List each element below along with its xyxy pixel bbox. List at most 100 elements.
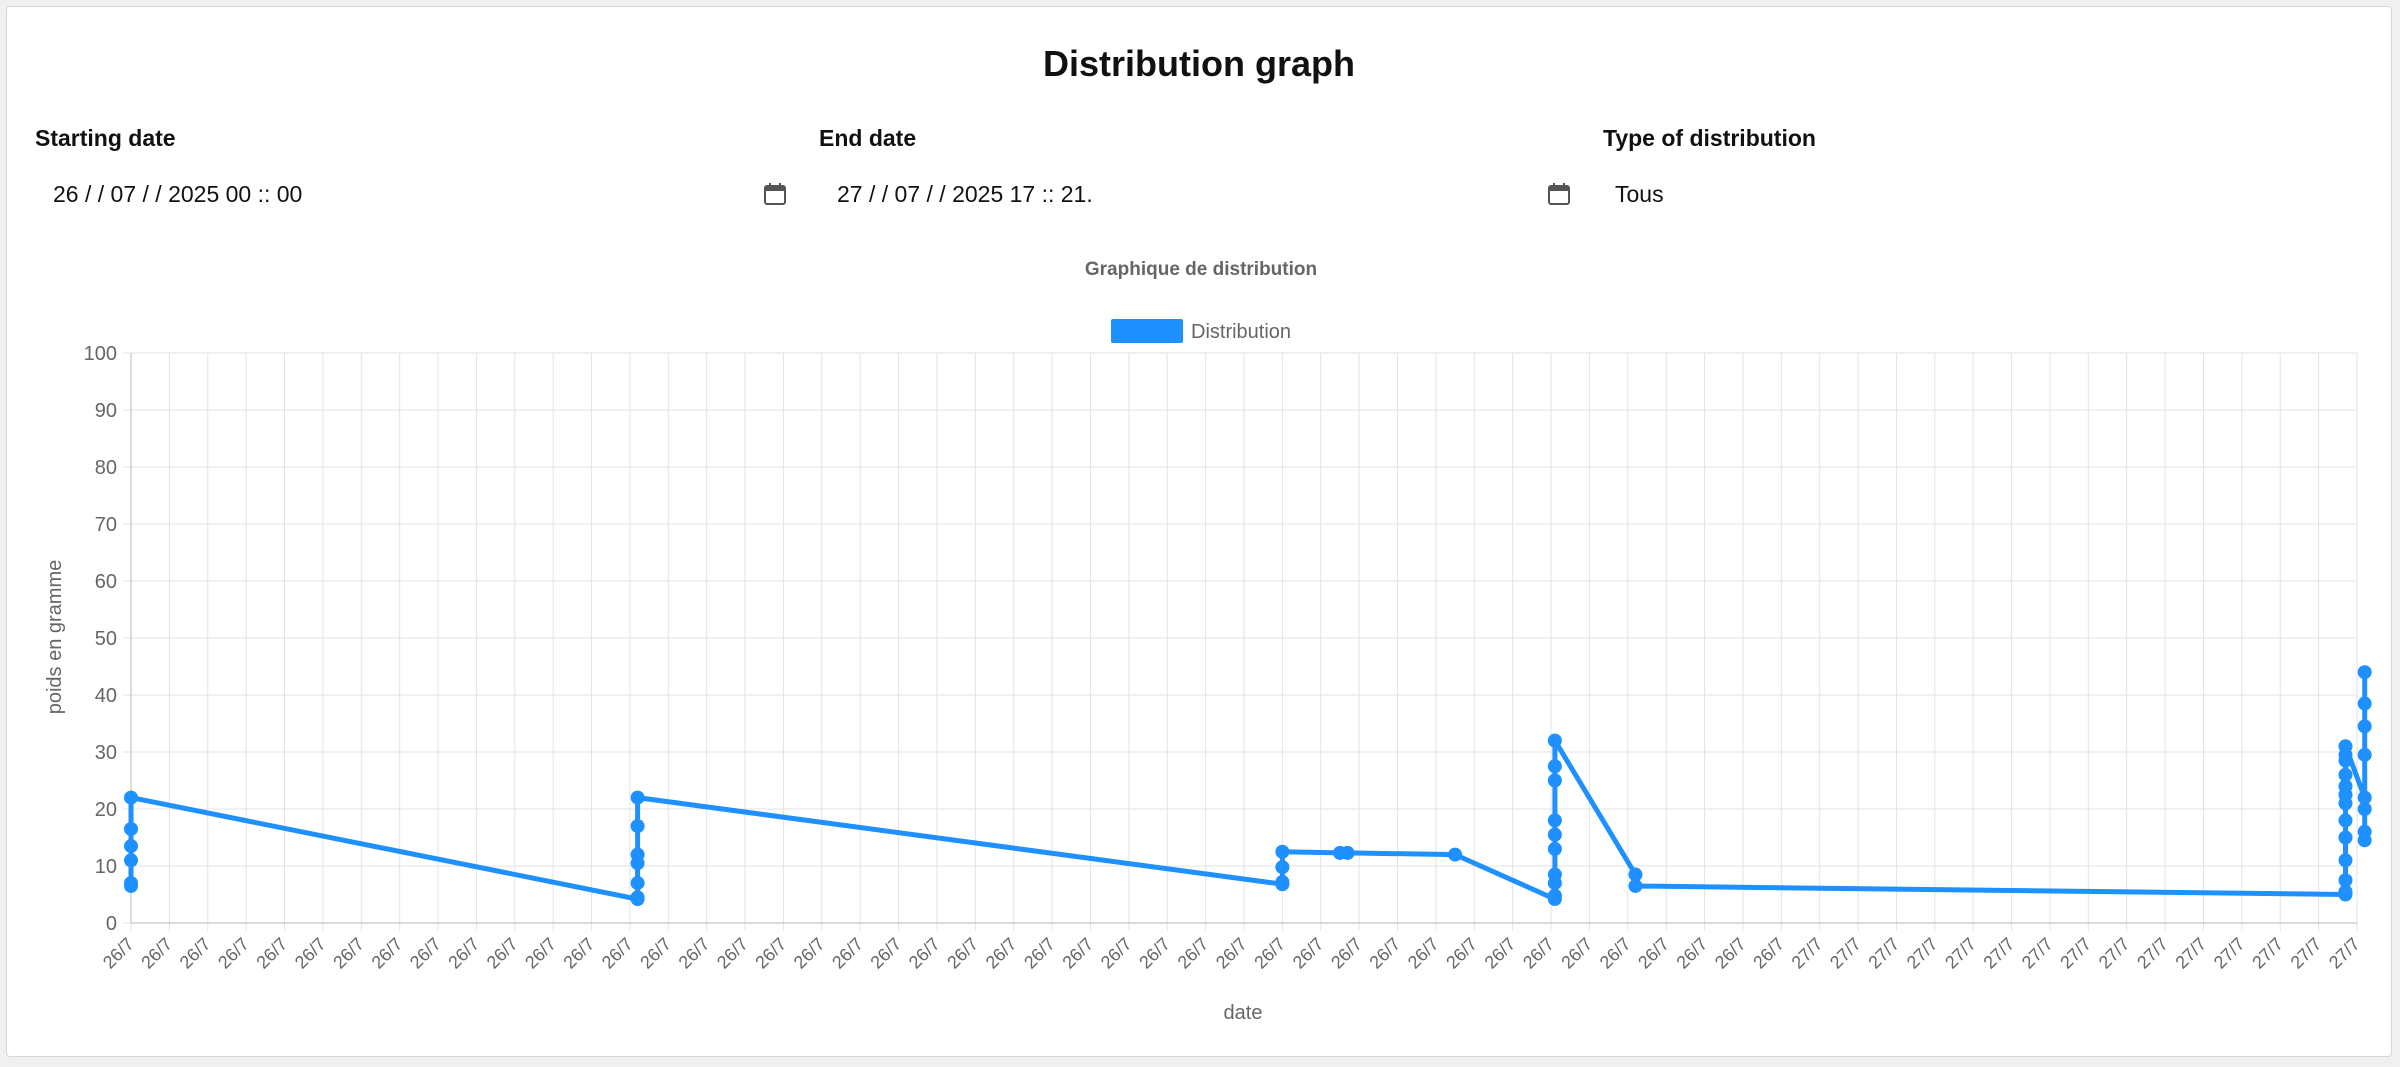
distribution-type-label: Type of distribution (1603, 125, 1816, 151)
x-tick-label: 27/7 (1903, 934, 1942, 973)
x-tick-label: 26/7 (713, 934, 752, 973)
data-point (2338, 739, 2353, 754)
x-tick-label: 27/7 (1979, 934, 2018, 973)
x-tick-label: 26/7 (521, 934, 560, 973)
data-point (2357, 696, 2372, 711)
x-tick-label: 26/7 (1327, 934, 1366, 973)
x-tick-label: 27/7 (2133, 934, 2172, 973)
x-tick-label: 26/7 (1711, 934, 1750, 973)
x-tick-label: 26/7 (559, 934, 598, 973)
x-tick-label: 26/7 (982, 934, 1021, 973)
x-tick-label: 27/7 (1864, 934, 1903, 973)
end-date-input[interactable]: 27 / / 07 / / 2025 17 :: 21. (819, 174, 1579, 214)
data-point (630, 847, 645, 862)
legend-swatch (1111, 319, 1183, 343)
x-tick-label: 26/7 (483, 934, 522, 973)
x-tick-label: 26/7 (214, 934, 253, 973)
x-tick-label: 26/7 (137, 934, 176, 973)
y-tick-label: 30 (95, 742, 117, 764)
x-tick-label: 27/7 (2056, 934, 2095, 973)
y-tick-label: 70 (95, 514, 117, 536)
data-point (630, 819, 645, 834)
x-tick-label: 26/7 (291, 934, 330, 973)
x-tick-label: 27/7 (2171, 934, 2210, 973)
calendar-icon[interactable] (1547, 182, 1571, 206)
y-tick-label: 60 (95, 571, 117, 593)
data-point (1547, 773, 1562, 788)
starting-date-label: Starting date (35, 125, 176, 151)
data-point (124, 876, 138, 891)
x-tick-label: 27/7 (2095, 934, 2134, 973)
x-tick-label: 26/7 (1289, 934, 1328, 973)
x-tick-label: 26/7 (1020, 934, 1059, 973)
data-point (2338, 884, 2353, 899)
x-tick-label: 26/7 (1212, 934, 1251, 973)
chart-title: Graphique de distribution (1085, 259, 1317, 280)
data-point (1340, 845, 1355, 860)
data-point (630, 890, 645, 905)
data-point (2338, 873, 2353, 888)
x-tick-label: 27/7 (2018, 934, 2057, 973)
x-tick-label: 26/7 (99, 934, 138, 973)
distribution-type-field: Type of distribution Tous (1603, 125, 2363, 214)
data-point (1547, 867, 1562, 882)
x-tick-label: 26/7 (1481, 934, 1520, 973)
x-tick-label: 27/7 (1941, 934, 1980, 973)
series-line (128, 672, 2368, 902)
data-point (1628, 878, 1643, 893)
data-point (2357, 833, 2372, 848)
data-point (2357, 719, 2372, 734)
data-point (1628, 867, 1643, 882)
data-point (2357, 665, 2372, 680)
data-point (2338, 767, 2353, 782)
end-date-value: 27 / / 07 / / 2025 17 :: 21. (837, 181, 1093, 207)
data-point (2338, 853, 2353, 868)
x-tick-label: 26/7 (790, 934, 829, 973)
data-point (1275, 874, 1290, 889)
data-point (1275, 844, 1290, 859)
x-tick-label: 26/7 (368, 934, 407, 973)
data-point (2338, 813, 2353, 828)
data-point (2338, 830, 2353, 845)
y-tick-label: 80 (95, 457, 117, 479)
data-point (124, 821, 138, 836)
x-tick-label: 26/7 (1596, 934, 1635, 973)
x-tick-label: 26/7 (598, 934, 637, 973)
x-tick-label: 26/7 (636, 934, 675, 973)
x-tick-label: 26/7 (1672, 934, 1711, 973)
data-point (1547, 813, 1562, 828)
distribution-card: Distribution graph Starting date 26 / / … (6, 6, 2392, 1057)
data-point (2357, 747, 2372, 762)
page-title: Distribution graph (1043, 43, 1355, 84)
x-tick-label: 26/7 (406, 934, 445, 973)
x-tick-label: 27/7 (2248, 934, 2287, 973)
x-tick-label: 26/7 (1404, 934, 1443, 973)
y-tick-label: 40 (95, 685, 117, 707)
x-tick-label: 26/7 (444, 934, 483, 973)
x-axis-title: date (1224, 1002, 1263, 1024)
x-tick-label: 26/7 (1634, 934, 1673, 973)
y-axis-title: poids en gramme (44, 560, 66, 715)
data-point (1547, 841, 1562, 856)
x-tick-label: 26/7 (1749, 934, 1788, 973)
x-tick-label: 26/7 (1442, 934, 1481, 973)
starting-date-field: Starting date 26 / / 07 / / 2025 00 :: 0… (35, 125, 795, 214)
calendar-icon[interactable] (763, 182, 787, 206)
y-tick-label: 100 (84, 343, 117, 365)
x-tick-label: 26/7 (1557, 934, 1596, 973)
x-tick-label: 26/7 (1097, 934, 1136, 973)
starting-date-input[interactable]: 26 / / 07 / / 2025 00 :: 00 (35, 174, 795, 214)
end-date-field: End date 27 / / 07 / / 2025 17 :: 21. (819, 125, 1579, 214)
data-point (1547, 888, 1562, 903)
x-tick-label: 27/7 (2210, 934, 2249, 973)
starting-date-value: 26 / / 07 / / 2025 00 :: 00 (53, 181, 303, 207)
x-tick-label: 26/7 (866, 934, 905, 973)
distribution-type-select[interactable]: Tous (1603, 174, 2363, 214)
x-tick-label: 26/7 (1250, 934, 1289, 973)
x-tick-label: 26/7 (176, 934, 215, 973)
x-tick-label: 26/7 (1174, 934, 1213, 973)
data-point (2357, 802, 2372, 816)
data-point (1547, 733, 1562, 748)
data-point (2338, 779, 2353, 794)
y-tick-label: 90 (95, 400, 117, 422)
